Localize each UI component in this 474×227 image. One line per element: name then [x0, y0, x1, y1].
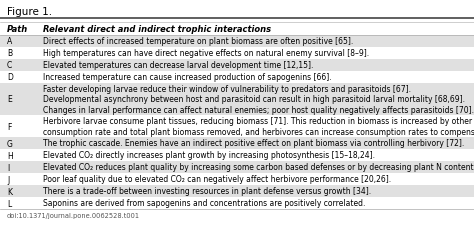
Bar — [0, 60, 474, 72]
Text: Saponins are derived from sapogenins and concentrations are positively correlate: Saponins are derived from sapogenins and… — [43, 198, 365, 207]
Text: H: H — [7, 151, 13, 160]
Text: C: C — [7, 61, 12, 70]
Bar — [0, 173, 474, 185]
Text: L: L — [7, 199, 11, 208]
Text: F: F — [7, 122, 11, 131]
Bar — [0, 185, 474, 197]
Bar — [0, 72, 474, 83]
Text: E: E — [7, 95, 12, 104]
Bar — [0, 197, 474, 209]
Text: Increased temperature can cause increased production of sapogenins [66].: Increased temperature can cause increase… — [43, 72, 331, 81]
Bar — [0, 162, 474, 173]
Text: J: J — [7, 175, 9, 184]
Text: High temperatures can have direct negative effects on natural enemy survival [8–: High temperatures can have direct negati… — [43, 49, 369, 58]
Text: Herbivore larvae consume plant tissues, reducing biomass [71]. This reduction in: Herbivore larvae consume plant tissues, … — [43, 117, 474, 136]
Bar — [0, 36, 474, 48]
Text: D: D — [7, 73, 13, 82]
Text: Poor leaf quality due to elevated CO₂ can negatively affect herbivore performanc: Poor leaf quality due to elevated CO₂ ca… — [43, 174, 391, 183]
Text: Figure 1.: Figure 1. — [7, 7, 52, 17]
Text: B: B — [7, 49, 12, 58]
Text: Elevated CO₂ reduces plant quality by increasing some carbon based defenses or b: Elevated CO₂ reduces plant quality by in… — [43, 163, 474, 172]
Text: doi:10.1371/journal.pone.0062528.t001: doi:10.1371/journal.pone.0062528.t001 — [7, 212, 140, 218]
Bar — [0, 48, 474, 60]
Text: G: G — [7, 139, 13, 148]
Text: A: A — [7, 37, 12, 46]
Text: Direct effects of increased temperature on plant biomass are often positive [65]: Direct effects of increased temperature … — [43, 37, 353, 46]
Text: Faster developing larvae reduce their window of vulnerability to predators and p: Faster developing larvae reduce their wi… — [43, 84, 474, 115]
Text: Path: Path — [7, 24, 28, 33]
Text: Elevated temperatures can decrease larval development time [12,15].: Elevated temperatures can decrease larva… — [43, 61, 313, 69]
Text: I: I — [7, 163, 9, 172]
Text: K: K — [7, 187, 12, 196]
Bar — [0, 83, 474, 116]
Bar — [0, 116, 474, 138]
Bar — [0, 138, 474, 150]
Bar — [0, 150, 474, 162]
Text: Elevated CO₂ directly increases plant growth by increasing photosynthesis [15–18: Elevated CO₂ directly increases plant gr… — [43, 151, 374, 160]
Text: Relevant direct and indirect trophic interactions: Relevant direct and indirect trophic int… — [43, 24, 271, 33]
Text: There is a trade-off between investing resources in plant defense versus growth : There is a trade-off between investing r… — [43, 186, 371, 195]
Text: The trophic cascade. Enemies have an indirect positive effect on plant biomass v: The trophic cascade. Enemies have an ind… — [43, 139, 464, 148]
